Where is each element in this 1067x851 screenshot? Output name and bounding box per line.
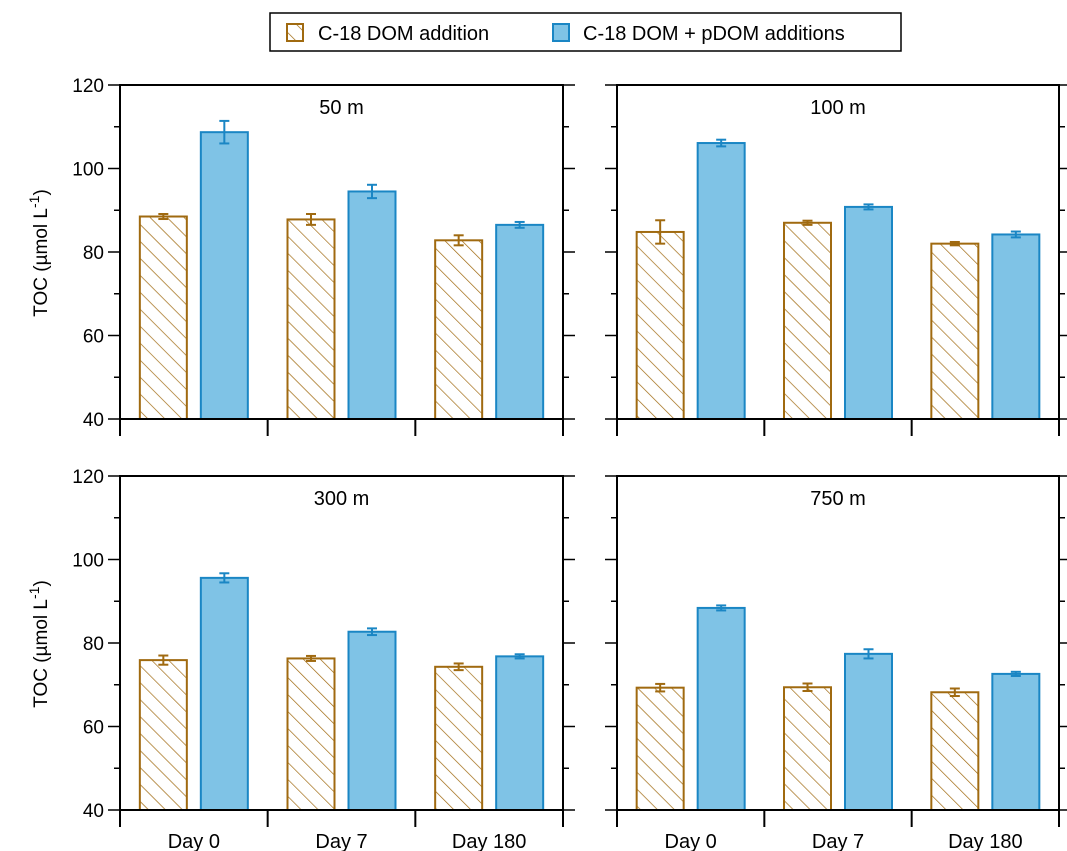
- bar: [991, 233, 1041, 420]
- bar: [199, 131, 249, 421]
- panel-3: Day 0 Day 7 Day 180 750 m: [605, 475, 1067, 851]
- bar: [783, 221, 832, 420]
- bar: [286, 657, 336, 812]
- bar: [696, 142, 746, 420]
- y-axis-label-exponent: -1: [26, 586, 42, 599]
- legend-frame: [269, 12, 902, 52]
- y-axis-label-close: ): [31, 580, 52, 586]
- plot-frame: [616, 84, 1060, 420]
- panel-title: 100 m: [810, 97, 866, 119]
- y-tick-label: 80: [83, 243, 104, 264]
- x-tick-label: Day 0: [665, 831, 717, 851]
- bar: [844, 205, 893, 420]
- panel-title: 50 m: [319, 97, 363, 119]
- plot-frame: [119, 475, 564, 811]
- legend-label-c18: C-18 DOM addition: [318, 23, 489, 45]
- bar: [199, 576, 249, 811]
- bar: [434, 239, 484, 420]
- y-axis-label-close: ): [31, 189, 52, 195]
- y-tick-label: 120: [72, 76, 104, 97]
- x-tick-label: Day 7: [812, 831, 864, 851]
- y-tick-label: 60: [83, 327, 104, 348]
- bar: [930, 242, 980, 420]
- panel-title: 750 m: [810, 488, 866, 510]
- bar: [844, 652, 893, 811]
- legend-swatch-filled: [552, 23, 570, 42]
- x-tick-label: Day 180: [452, 831, 527, 851]
- panel-1: 100 m: [605, 84, 1067, 436]
- panel-title: 300 m: [314, 488, 370, 510]
- y-tick-label: 60: [83, 718, 104, 739]
- svg-text:TOC (µmol L-1): TOC (µmol L-1): [26, 580, 52, 708]
- bar: [696, 606, 746, 811]
- y-tick-label: 100: [72, 160, 104, 181]
- bar: [991, 672, 1041, 812]
- y-tick-label: 40: [83, 801, 104, 822]
- svg-text:TOC (µmol L-1): TOC (µmol L-1): [26, 189, 52, 317]
- bar: [495, 223, 545, 420]
- plot-frame: [616, 475, 1060, 811]
- bar: [635, 686, 685, 811]
- legend: C-18 DOM addition C-18 DOM + pDOM additi…: [269, 12, 902, 52]
- legend-label-c18-pdom: C-18 DOM + pDOM additions: [583, 23, 845, 45]
- y-tick-label: 80: [83, 634, 104, 655]
- y-axis-label-exponent: -1: [26, 195, 42, 208]
- bar: [783, 686, 832, 812]
- bar: [286, 218, 336, 420]
- y-axis-label-bottom: TOC (µmol L-1): [26, 580, 52, 708]
- bar: [635, 230, 685, 420]
- bar: [138, 659, 188, 811]
- panel-2: 40 60 80 100 120 Day 0 Day 7 Day 180 300 m: [72, 467, 575, 851]
- bar: [347, 630, 397, 811]
- y-axis-label-main: TOC (µmol L: [31, 208, 52, 317]
- x-tick-label: Day 0: [168, 831, 220, 851]
- x-tick-label: Day 180: [948, 831, 1023, 851]
- bar: [434, 665, 484, 811]
- y-tick-label: 120: [72, 467, 104, 488]
- plot-frame: [119, 84, 564, 420]
- y-tick-label: 40: [83, 410, 104, 431]
- y-tick-label: 100: [72, 551, 104, 572]
- x-tick-label: Day 7: [315, 831, 367, 851]
- legend-swatch-hatched: [286, 23, 304, 42]
- y-axis-label-main: TOC (µmol L: [31, 599, 52, 708]
- y-axis-label-top: TOC (µmol L-1): [26, 189, 52, 317]
- bar: [495, 655, 545, 811]
- panel-0: 40 60 80 100 120 50 m: [72, 76, 575, 436]
- bar: [347, 190, 397, 420]
- bar: [138, 215, 188, 420]
- bar: [930, 691, 980, 812]
